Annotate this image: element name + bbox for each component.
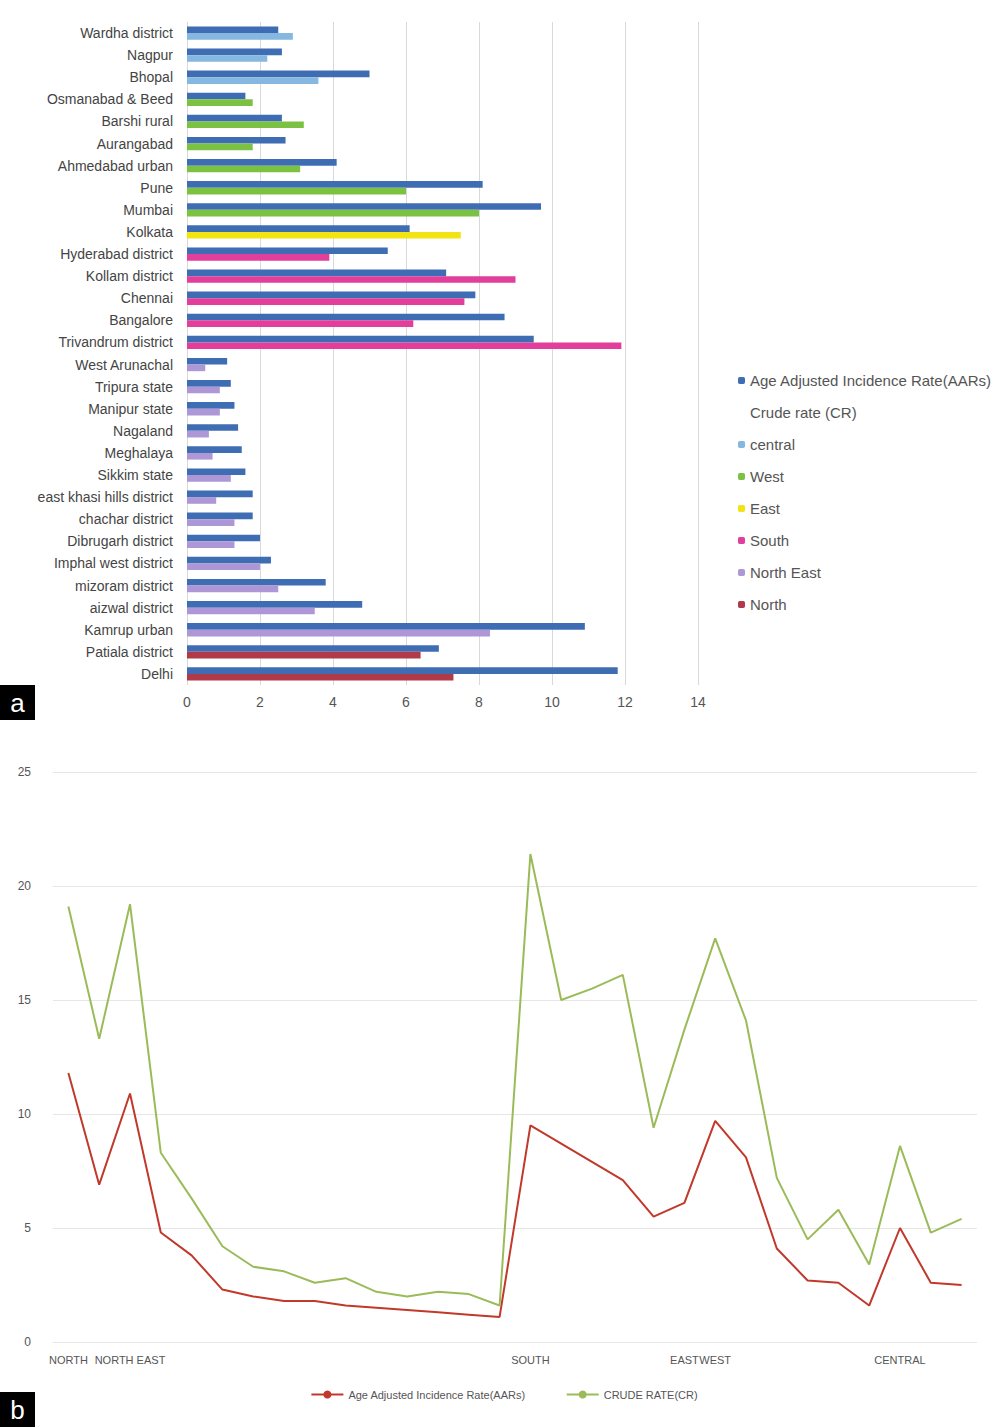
svg-text:West Arunachal: West Arunachal [75, 357, 173, 373]
svg-text:WEST: WEST [699, 1354, 731, 1366]
svg-text:aizwal district: aizwal district [90, 600, 173, 616]
svg-text:mizoram district: mizoram district [75, 578, 173, 594]
svg-text:14: 14 [690, 694, 706, 710]
svg-text:Trivandrum district: Trivandrum district [58, 334, 173, 350]
svg-text:chachar district: chachar district [79, 511, 173, 527]
svg-text:North East: North East [750, 564, 822, 581]
svg-text:Nagaland: Nagaland [113, 423, 173, 439]
svg-text:10: 10 [18, 1107, 32, 1121]
svg-text:East: East [750, 500, 781, 517]
svg-text:CENTRAL: CENTRAL [874, 1354, 925, 1366]
svg-text:Pune: Pune [140, 180, 173, 196]
svg-text:Bhopal: Bhopal [129, 69, 173, 85]
svg-text:Wardha district: Wardha district [80, 25, 173, 41]
svg-text:4: 4 [329, 694, 337, 710]
svg-text:Kolkata: Kolkata [126, 224, 173, 240]
svg-text:0: 0 [183, 694, 191, 710]
svg-text:15: 15 [18, 993, 32, 1007]
svg-text:Dibrugarh district: Dibrugarh district [67, 533, 173, 549]
svg-text:5: 5 [24, 1221, 31, 1235]
svg-text:25: 25 [18, 765, 32, 779]
svg-text:Sikkim state: Sikkim state [98, 467, 174, 483]
svg-text:20: 20 [18, 879, 32, 893]
svg-text:South: South [750, 532, 789, 549]
svg-text:Delhi: Delhi [141, 666, 173, 682]
svg-text:Tripura state: Tripura state [95, 379, 173, 395]
svg-text:Patiala district: Patiala district [86, 644, 173, 660]
svg-text:SOUTH: SOUTH [511, 1354, 550, 1366]
svg-text:12: 12 [617, 694, 633, 710]
svg-text:NORTH: NORTH [49, 1354, 88, 1366]
svg-text:b: b [10, 1395, 24, 1425]
svg-text:Aurangabad: Aurangabad [97, 136, 173, 152]
svg-text:a: a [10, 688, 25, 718]
svg-text:Kollam district: Kollam district [86, 268, 173, 284]
svg-text:0: 0 [24, 1335, 31, 1349]
svg-text:Osmanabad & Beed: Osmanabad & Beed [47, 91, 173, 107]
svg-text:Mumbai: Mumbai [123, 202, 173, 218]
svg-text:NORTH EAST: NORTH EAST [95, 1354, 166, 1366]
svg-text:Bangalore: Bangalore [109, 312, 173, 328]
svg-text:Barshi rural: Barshi rural [101, 113, 173, 129]
svg-text:8: 8 [475, 694, 483, 710]
svg-text:Age Adjusted Incidence Rate(AA: Age Adjusted Incidence Rate(AARs) [750, 372, 991, 389]
svg-text:Chennai: Chennai [121, 290, 173, 306]
svg-text:central: central [750, 436, 795, 453]
svg-text:10: 10 [544, 694, 560, 710]
svg-text:east khasi hills district: east khasi hills district [38, 489, 173, 505]
svg-text:Manipur state: Manipur state [88, 401, 173, 417]
svg-text:2: 2 [256, 694, 264, 710]
svg-text:CRUDE RATE(CR): CRUDE RATE(CR) [604, 1389, 698, 1401]
svg-text:North: North [750, 596, 787, 613]
svg-text:Ahmedabad urban: Ahmedabad urban [58, 158, 173, 174]
svg-text:6: 6 [402, 694, 410, 710]
svg-text:Kamrup urban: Kamrup urban [84, 622, 173, 638]
svg-text:West: West [750, 468, 785, 485]
svg-text:EAST: EAST [670, 1354, 699, 1366]
svg-text:Hyderabad district: Hyderabad district [60, 246, 173, 262]
svg-text:Nagpur: Nagpur [127, 47, 173, 63]
svg-text:Age Adjusted Incidence Rate(AA: Age Adjusted Incidence Rate(AARs) [348, 1389, 525, 1401]
svg-text:Meghalaya: Meghalaya [105, 445, 174, 461]
svg-text:Crude rate (CR): Crude rate (CR) [750, 404, 857, 421]
svg-text:Imphal west district: Imphal west district [54, 555, 173, 571]
